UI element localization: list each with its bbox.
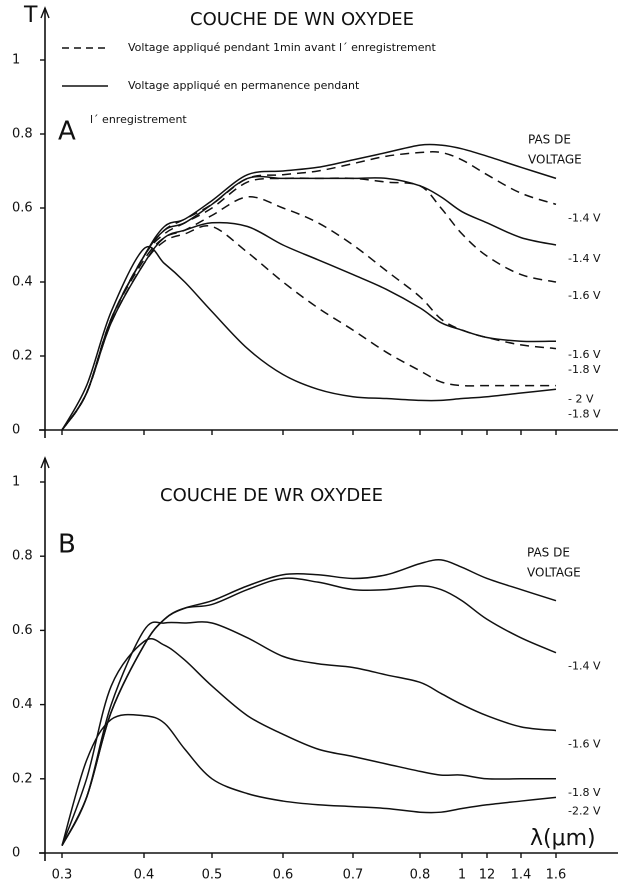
y-tick-label: 0 (12, 846, 20, 861)
x-tick-label: 0.3 (52, 868, 73, 883)
x-tick-label: 0.6 (273, 868, 294, 883)
y-tick-label: 0.2 (12, 349, 33, 364)
series-label: -1.6 V (568, 738, 601, 751)
series-label: -1.8 V (568, 408, 601, 421)
y-axis-label: T (23, 3, 38, 28)
chart-title: COUCHE DE WN OXYDEE (190, 9, 414, 30)
y-tick-label: 1 (12, 53, 20, 68)
y-tick-label: 0.6 (12, 201, 33, 216)
curve (61, 577, 557, 846)
x-tick-label: 1.6 (546, 868, 567, 883)
curve (61, 713, 557, 846)
series-label: -1.8 V (568, 786, 601, 799)
x-tick-label: 1 (458, 868, 466, 883)
y-axis-arrow (40, 6, 50, 19)
y-tick-label: 0.6 (12, 623, 33, 638)
curve (61, 246, 557, 431)
x-tick-label: 1.4 (511, 868, 532, 883)
series-label: -1.6 V (568, 289, 601, 302)
panel-label: B (58, 530, 76, 560)
curve (61, 151, 557, 431)
legend-label: Voltage appliqué pendant 1min avant l´ e… (128, 41, 436, 54)
series-label: -1.6 V (568, 348, 601, 361)
x-tick-label: 0.8 (410, 868, 431, 883)
series-label: -1.4 V (568, 660, 601, 673)
y-tick-label: 0.4 (12, 697, 33, 712)
series-label: -1.4 V (568, 252, 601, 265)
chart-title: COUCHE DE WR OXYDEE (160, 485, 383, 506)
y-tick-label: 0 (12, 423, 20, 438)
legend-label: l´ enregistrement (90, 113, 187, 126)
x-axis-label: λ(μm) (530, 826, 596, 851)
y-axis-arrow (40, 456, 50, 469)
panel-label: A (58, 117, 76, 147)
curve (61, 175, 557, 431)
y-tick-label: 0.4 (12, 275, 33, 290)
annotation: PAS DE (527, 546, 570, 560)
y-tick-label: 0.2 (12, 771, 33, 786)
annotation: VOLTAGE (528, 153, 582, 167)
y-tick-label: 1 (12, 475, 20, 490)
series-label: -1.4 V (568, 211, 601, 224)
x-tick-label: 0.7 (343, 868, 364, 883)
annotation: PAS DE (528, 133, 571, 147)
x-tick-label: 12 (479, 868, 496, 883)
curve (61, 638, 556, 846)
series-label: -2.2 V (568, 804, 601, 817)
curve (61, 177, 557, 431)
curve (61, 621, 557, 846)
x-tick-label: 0.5 (202, 868, 223, 883)
series-label: -1.8 V (568, 363, 601, 376)
legend-label: Voltage appliqué en permanence pendant (128, 79, 360, 92)
series-label: - 2 V (568, 393, 594, 406)
curve (61, 559, 557, 846)
y-tick-label: 0.8 (12, 127, 33, 142)
curve (61, 196, 557, 431)
annotation: VOLTAGE (527, 566, 581, 580)
x-tick-label: 0.4 (134, 868, 155, 883)
curve (61, 225, 556, 431)
curve (61, 143, 557, 431)
curve (61, 221, 557, 431)
y-tick-label: 0.8 (12, 549, 33, 564)
